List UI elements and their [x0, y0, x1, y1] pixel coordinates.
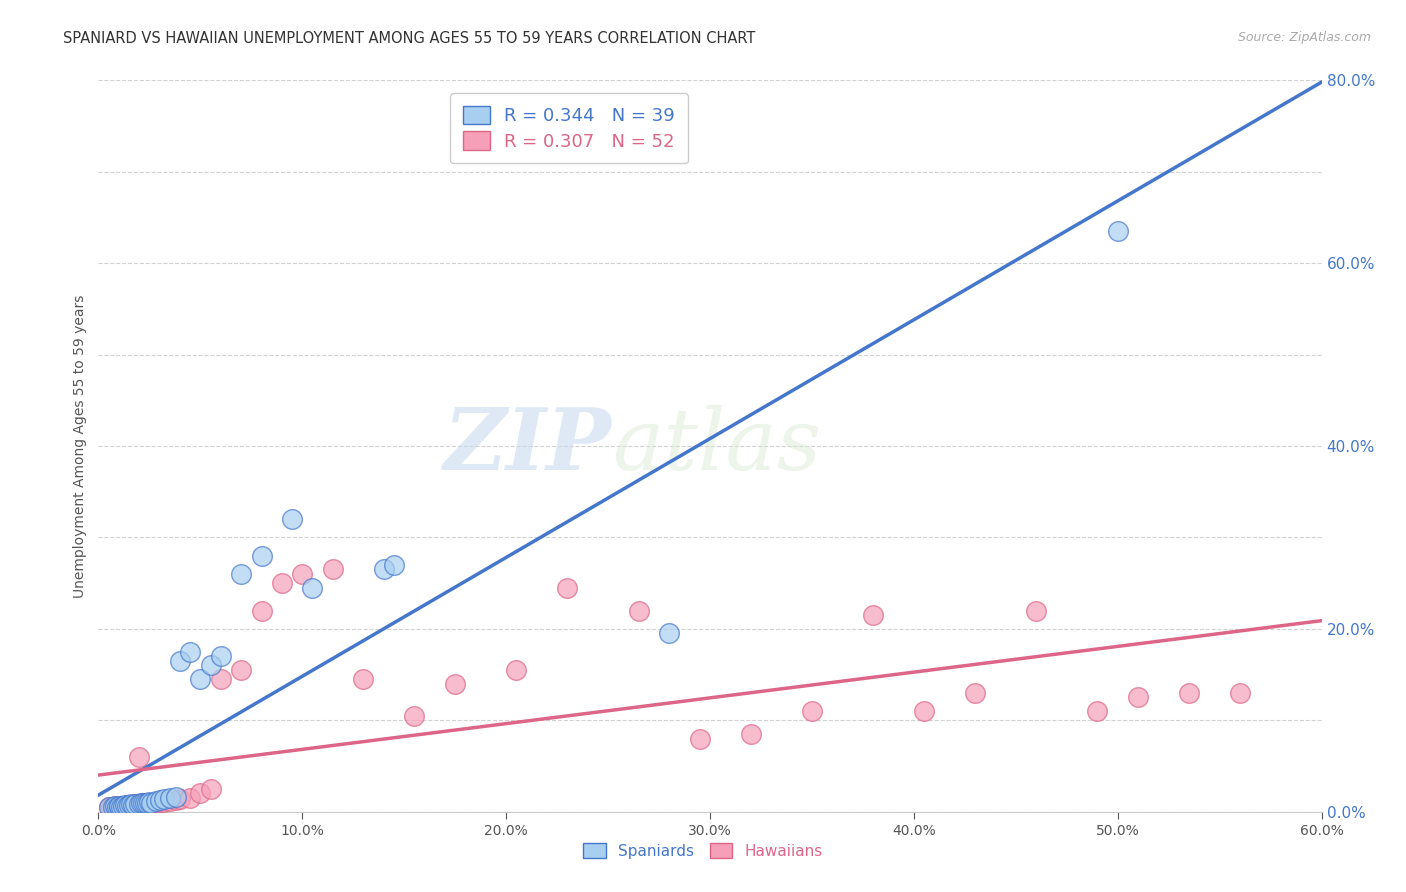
Point — [110, 799, 132, 814]
Point — [127, 797, 149, 812]
Point — [114, 798, 136, 813]
Point — [1085, 704, 1108, 718]
Legend: Spaniards, Hawaiians: Spaniards, Hawaiians — [576, 837, 830, 864]
Point — [444, 676, 467, 690]
Point — [100, 800, 122, 814]
Point — [120, 798, 142, 813]
Point — [1178, 686, 1201, 700]
Point — [108, 799, 131, 814]
Point — [110, 800, 132, 814]
Text: ZIP: ZIP — [444, 404, 612, 488]
Point — [118, 798, 141, 813]
Point — [132, 796, 155, 810]
Point — [129, 797, 152, 811]
Point — [291, 567, 314, 582]
Legend: R = 0.344   N = 39, R = 0.307   N = 52: R = 0.344 N = 39, R = 0.307 N = 52 — [450, 93, 688, 163]
Point — [97, 800, 120, 814]
Point — [322, 562, 344, 576]
Point — [105, 800, 128, 814]
Point — [136, 796, 159, 810]
Point — [136, 797, 159, 811]
Point — [250, 603, 273, 617]
Point — [1025, 603, 1047, 617]
Point — [179, 645, 201, 659]
Point — [115, 798, 138, 813]
Point — [165, 790, 187, 805]
Point — [149, 793, 172, 807]
Point — [108, 800, 131, 814]
Point — [104, 799, 127, 814]
Point — [658, 626, 681, 640]
Point — [301, 581, 323, 595]
Point — [159, 791, 181, 805]
Point — [152, 792, 174, 806]
Point — [352, 672, 374, 686]
Point — [114, 799, 136, 814]
Point — [141, 796, 163, 810]
Point — [404, 708, 426, 723]
Point — [115, 799, 138, 814]
Point — [101, 800, 124, 814]
Point — [231, 567, 253, 582]
Point — [108, 800, 131, 814]
Point — [105, 800, 128, 814]
Text: Source: ZipAtlas.com: Source: ZipAtlas.com — [1237, 31, 1371, 45]
Y-axis label: Unemployment Among Ages 55 to 59 years: Unemployment Among Ages 55 to 59 years — [73, 294, 87, 598]
Point — [627, 603, 650, 617]
Point — [270, 576, 294, 591]
Point — [179, 791, 201, 805]
Point — [1229, 686, 1251, 700]
Point — [128, 797, 150, 812]
Point — [128, 797, 150, 812]
Point — [555, 581, 579, 595]
Point — [124, 797, 146, 812]
Point — [188, 787, 212, 801]
Point — [740, 727, 762, 741]
Point — [281, 512, 304, 526]
Point — [111, 799, 134, 814]
Point — [152, 795, 174, 809]
Point — [1128, 690, 1150, 705]
Point — [231, 663, 253, 677]
Point — [209, 672, 232, 686]
Point — [200, 658, 222, 673]
Point — [801, 704, 824, 718]
Point — [141, 796, 163, 810]
Point — [200, 781, 222, 796]
Point — [118, 798, 141, 813]
Point — [965, 686, 987, 700]
Point — [108, 800, 131, 814]
Point — [132, 797, 155, 811]
Text: atlas: atlas — [612, 405, 821, 487]
Point — [134, 797, 156, 811]
Point — [104, 799, 127, 814]
Point — [101, 800, 124, 814]
Point — [159, 794, 181, 808]
Point — [122, 798, 145, 813]
Point — [382, 558, 405, 572]
Text: SPANIARD VS HAWAIIAN UNEMPLOYMENT AMONG AGES 55 TO 59 YEARS CORRELATION CHART: SPANIARD VS HAWAIIAN UNEMPLOYMENT AMONG … — [63, 31, 755, 46]
Point — [1107, 224, 1129, 238]
Point — [124, 797, 146, 812]
Point — [689, 731, 711, 746]
Point — [250, 549, 273, 563]
Point — [97, 800, 120, 814]
Point — [165, 793, 187, 807]
Point — [862, 608, 884, 623]
Point — [111, 799, 134, 814]
Point — [209, 649, 232, 664]
Point — [373, 562, 395, 576]
Point — [145, 794, 167, 808]
Point — [128, 749, 150, 764]
Point — [149, 795, 172, 809]
Point — [912, 704, 935, 718]
Point — [120, 797, 142, 812]
Point — [188, 672, 212, 686]
Point — [138, 795, 160, 809]
Point — [145, 796, 167, 810]
Point — [505, 663, 527, 677]
Point — [169, 792, 191, 806]
Point — [169, 654, 191, 668]
